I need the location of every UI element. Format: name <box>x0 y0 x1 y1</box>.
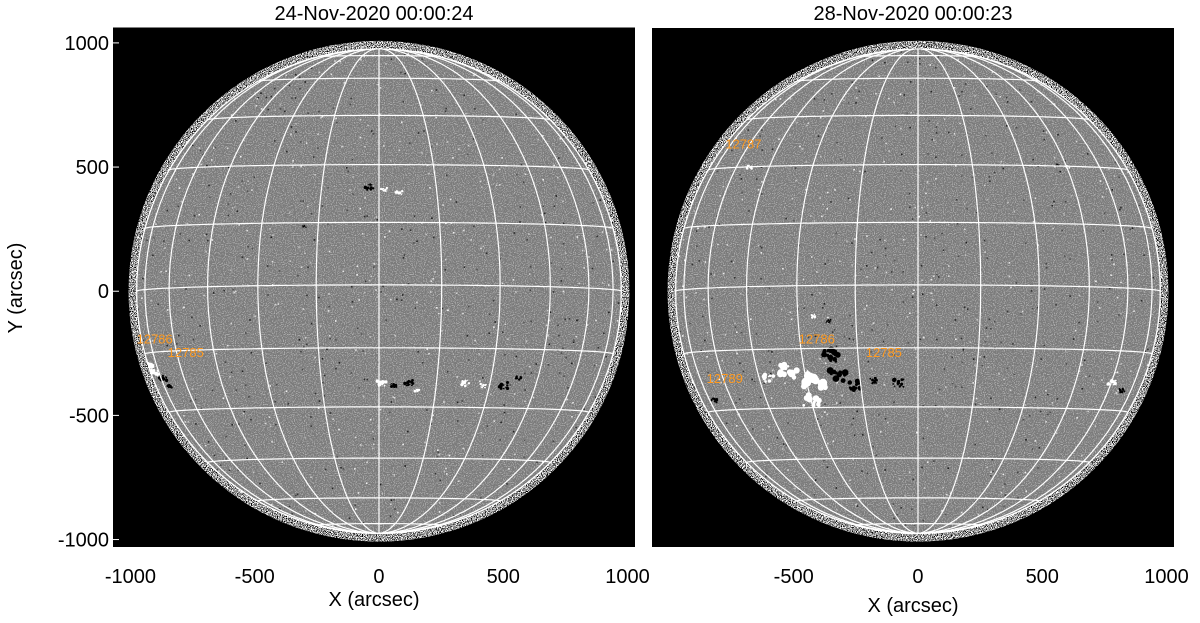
left-limb-line <box>136 48 622 535</box>
left-longitude-line <box>378 48 443 534</box>
right-longitude-line <box>917 48 1040 534</box>
left-longitude-line <box>144 48 380 534</box>
left-longitude-line <box>315 48 380 534</box>
left-region-label: 12785 <box>168 345 204 360</box>
right-longitude-line <box>917 48 1090 534</box>
left-xtick-label: -1000 <box>105 566 156 588</box>
right-longitude-line <box>917 48 1129 534</box>
left-ytick-label: 1000 <box>65 33 110 55</box>
right-longitude-line <box>796 48 919 534</box>
left-longitude-line <box>378 48 590 534</box>
right-region-label: 12786 <box>799 331 835 346</box>
panel-left-xlabel: X (arcsec) <box>328 589 419 611</box>
right-region-label: 12785 <box>866 345 902 360</box>
panel-right-axes: -500 0 500 1000 <box>774 28 1189 588</box>
right-region-label: 12789 <box>707 371 743 386</box>
y-axis-label: Y (arcsec) <box>5 243 27 334</box>
left-ytick-label: -1000 <box>58 530 109 552</box>
panel-left-title: 24-Nov-2020 00:00:24 <box>274 3 473 25</box>
left-ytick-label: 0 <box>98 281 109 303</box>
right-longitude-line <box>854 48 919 534</box>
left-xtick-label: 500 <box>487 566 520 588</box>
left-region-label: 12786 <box>137 331 173 346</box>
panel-right: 28-Nov-2020 00:00:23 1278712786127851278… <box>652 3 1189 617</box>
left-ytick-label: 500 <box>76 157 109 179</box>
right-longitude-line <box>745 48 919 534</box>
panel-right-xlabel: X (arcsec) <box>867 595 958 617</box>
right-longitude-line <box>707 48 919 534</box>
left-longitude-line <box>378 48 614 534</box>
right-xtick-label: 0 <box>912 566 923 588</box>
left-longitude-line <box>257 48 380 534</box>
left-ytick-label: -500 <box>69 405 109 427</box>
left-xtick-label: 0 <box>373 566 384 588</box>
right-longitude-line <box>917 48 982 534</box>
left-xtick-label: -500 <box>235 566 275 588</box>
right-xtick-label: 500 <box>1026 566 1059 588</box>
panel-right-title: 28-Nov-2020 00:00:23 <box>813 3 1012 25</box>
right-limb-line <box>675 48 1161 535</box>
left-longitude-line <box>168 48 380 534</box>
left-longitude-line <box>378 48 551 534</box>
right-disk-speckles <box>676 51 1157 530</box>
left-longitude-line <box>206 48 380 534</box>
right-region-label: 12787 <box>725 136 761 151</box>
right-longitude-line <box>917 48 1153 534</box>
panel-right-solar-disk: 12787 12786 12785 12789 <box>667 40 1169 542</box>
right-longitude-line <box>683 48 919 534</box>
panel-left-axes: -1000 -500 0 500 1000 1000 500 0 -500 -1000 <box>58 28 650 588</box>
right-xtick-label: -500 <box>774 566 814 588</box>
left-longitude-line <box>378 48 501 534</box>
left-xtick-label: 1000 <box>605 566 650 588</box>
right-xtick-label: 1000 <box>1144 566 1189 588</box>
